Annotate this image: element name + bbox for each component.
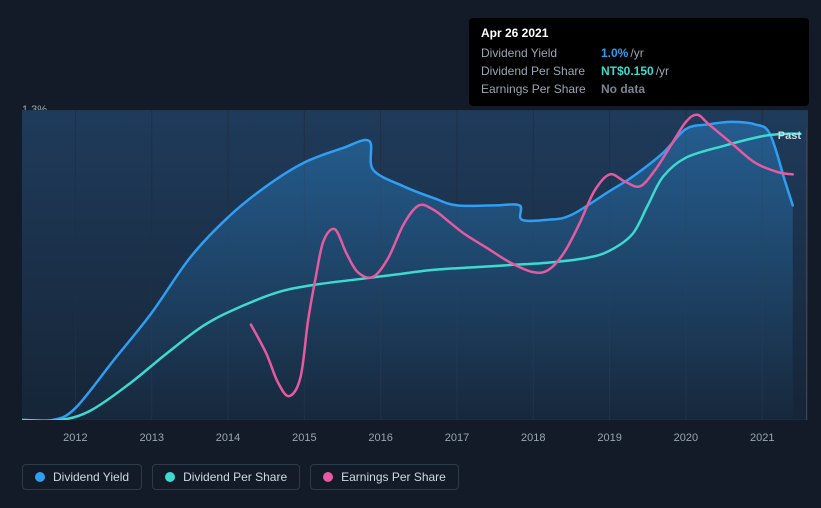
tooltip-value: No data [601,80,645,98]
x-tick-label: 2012 [63,432,87,444]
chart-tooltip: Apr 26 2021 Dividend Yield1.0% /yrDivide… [469,18,809,106]
tooltip-key: Dividend Yield [481,44,601,62]
x-tick-label: 2013 [139,432,163,444]
legend-item-dividend_yield[interactable]: Dividend Yield [22,464,142,490]
tooltip-date: Apr 26 2021 [481,26,797,40]
legend-label: Dividend Yield [53,470,129,484]
x-tick-label: 2014 [216,432,240,444]
chart-plot [22,110,808,420]
x-tick-label: 2017 [445,432,469,444]
legend-item-earnings_per_share[interactable]: Earnings Per Share [310,464,459,490]
tooltip-row: Dividend Yield1.0% /yr [481,44,797,62]
x-axis: 2012 2013 2014 2015 2016 2017 2018 2019 2020 2021 [22,428,808,448]
legend-dot-icon [165,472,175,482]
tooltip-row: Earnings Per ShareNo data [481,80,797,98]
legend-label: Dividend Per Share [183,470,287,484]
tooltip-key: Earnings Per Share [481,80,601,98]
tooltip-suffix: /yr [630,44,643,62]
x-tick-label: 2019 [597,432,621,444]
chart-legend: Dividend Yield Dividend Per Share Earnings… [22,464,459,490]
past-label: Past [778,130,801,142]
tooltip-suffix: /yr [656,62,669,80]
legend-dot-icon [323,472,333,482]
tooltip-row: Dividend Per ShareNT$0.150 /yr [481,62,797,80]
past-divider [806,128,807,420]
tooltip-key: Dividend Per Share [481,62,601,80]
x-tick-label: 2020 [674,432,698,444]
legend-item-dividend_per_share[interactable]: Dividend Per Share [152,464,300,490]
x-tick-label: 2016 [368,432,392,444]
legend-label: Earnings Per Share [341,470,446,484]
tooltip-value: 1.0% [601,44,628,62]
x-tick-label: 2015 [292,432,316,444]
x-tick-label: 2018 [521,432,545,444]
x-tick-label: 2021 [750,432,774,444]
tooltip-value: NT$0.150 [601,62,654,80]
legend-dot-icon [35,472,45,482]
